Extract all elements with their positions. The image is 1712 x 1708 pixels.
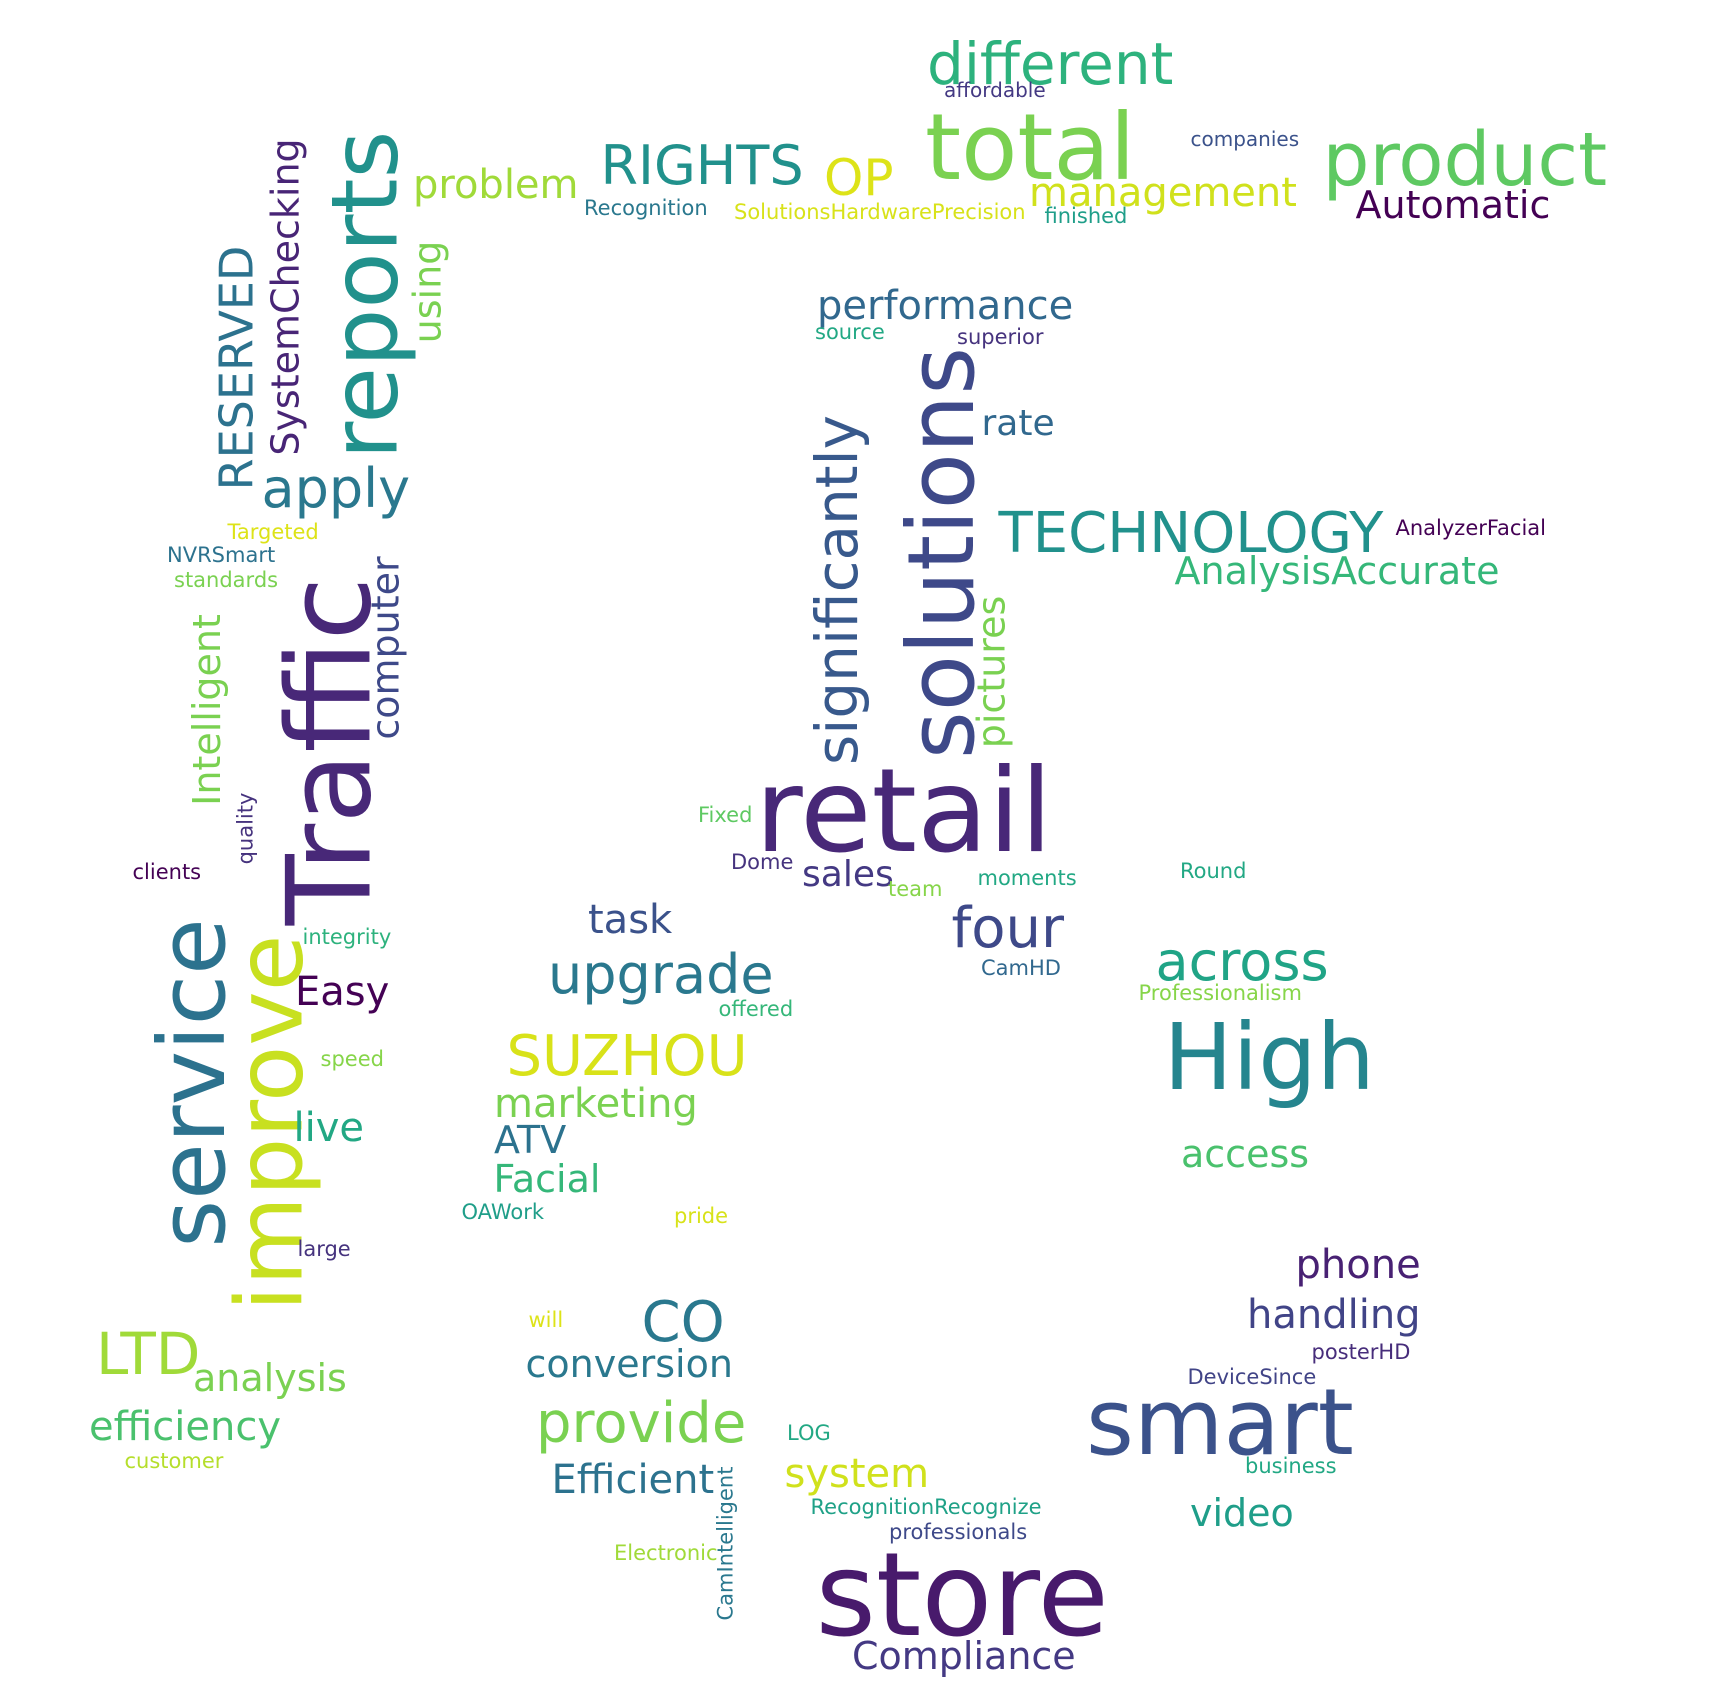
word-team: team [888,876,943,901]
word-customer: customer [124,1448,224,1473]
word-oawork: OAWork [461,1199,545,1224]
word-dome: Dome [731,849,794,874]
word-across: across [1155,930,1329,993]
word-reserved: RESERVED [208,245,263,491]
word-analysis: analysis [193,1356,347,1400]
word-conversion: conversion [525,1342,733,1386]
word-integrity: integrity [302,924,392,949]
word-finished: finished [1044,203,1128,228]
word-different: different [927,30,1174,98]
word-round: Round [1180,858,1247,883]
word-offered: offered [718,996,794,1021]
word-suzhou: SUZHOU [506,1024,748,1089]
word-performance: performance [817,283,1074,329]
word-pictures: pictures [968,595,1013,749]
word-electronic: Electronic [614,1540,718,1565]
word-co: CO [641,1290,725,1355]
word-camintelligent: CamIntelligent [713,1466,738,1620]
word-standards: standards [174,567,279,592]
word-rate: rate [981,403,1055,444]
word-analysisaccurate: AnalysisAccurate [1174,549,1500,593]
word-affordable: affordable [944,78,1046,102]
word-sales: sales [802,854,894,895]
word-system: system [784,1451,930,1497]
word-video: video [1190,1491,1294,1535]
word-moments: moments [977,865,1077,890]
word-store: store [815,1528,1109,1663]
word-clients: clients [132,859,202,884]
word-devicesince: DeviceSince [1187,1364,1317,1389]
word-companies: companies [1190,127,1300,151]
word-access: access [1181,1132,1310,1176]
word-source: source [815,319,885,344]
word-nvrsmart: NVRSmart [167,542,276,567]
word-speed: speed [320,1046,384,1071]
word-posterhd: posterHD [1311,1339,1411,1364]
word-automatic: Automatic [1355,183,1551,227]
word-handling: handling [1247,1292,1421,1338]
word-marketing: marketing [494,1081,698,1127]
word-quality: quality [233,792,258,864]
word-significantly: significantly [802,415,871,765]
word-systemchecking: SystemChecking [263,138,308,456]
word-recognition: Recognition [584,195,708,220]
word-high: High [1163,1004,1375,1111]
word-efficiency: efficiency [89,1404,282,1450]
word-reports: reports [310,130,418,460]
word-product: product [1322,117,1608,203]
word-four: four [951,896,1065,961]
word-business: business [1245,1453,1337,1478]
word-pride: pride [674,1203,729,1228]
word-provide: provide [536,1391,747,1456]
word-technology: TECHNOLOGY [998,501,1384,566]
word-retail: retail [755,744,1053,879]
word-log: LOG [787,1420,831,1445]
word-phone: phone [1295,1242,1421,1288]
word-easy: Easy [295,969,390,1015]
word-will: will [528,1307,564,1332]
word-targeted: Targeted [227,519,319,544]
word-professionalism: Professionalism [1138,980,1302,1005]
word-large: large [297,1236,351,1261]
word-superior: superior [957,324,1044,349]
word-total: total [925,94,1136,201]
word-professionals: professionals [889,1519,1028,1544]
word-computer: computer [363,556,408,740]
word-problem: problem [413,162,579,208]
word-analyzerfacial: AnalyzerFacial [1395,515,1547,540]
word-camhd: CamHD [981,955,1061,980]
word-ltd: LTD [96,1320,201,1388]
word-fixed: Fixed [698,802,753,827]
word-using: using [404,240,449,344]
word-rights: RIGHTS [600,134,804,197]
word-atv: ATV [494,1118,567,1162]
word-intelligent: Intelligent [184,614,229,806]
word-recognitionrecognize: RecognitionRecognize [810,1494,1042,1519]
word-solutionshardwareprecision: SolutionsHardwarePrecision [734,199,1026,224]
word-smart: smart [1086,1369,1354,1476]
word-task: task [588,897,673,943]
word-efficient: Efficient [551,1457,715,1503]
word-management: management [1029,170,1297,216]
word-live: live [293,1105,365,1151]
word-upgrade: upgrade [548,943,774,1006]
word-apply: apply [261,457,411,520]
word-facial: Facial [493,1157,601,1201]
word-op: OP [824,149,894,207]
word-compliance: Compliance [852,1634,1076,1678]
